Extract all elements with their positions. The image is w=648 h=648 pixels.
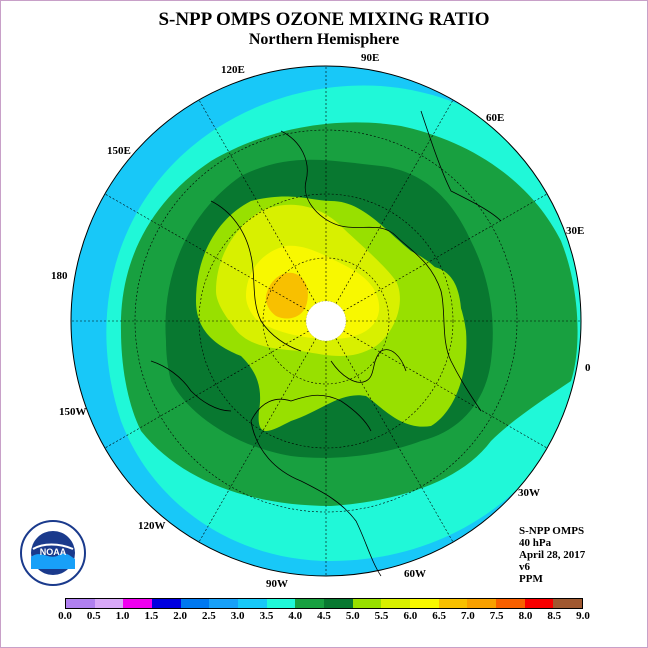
colorbar-swatch (467, 599, 497, 608)
colorbar-tick-label: 2.5 (202, 610, 216, 622)
colorbar-tick-label: 8.0 (518, 610, 533, 622)
colorbar-swatch (553, 599, 583, 608)
colorbar-tick-label: 2.0 (173, 610, 187, 622)
colorbar-tick-label: 3.5 (259, 610, 274, 622)
lon-label-150e: 150E (107, 145, 131, 157)
lon-label-30w: 30W (518, 487, 540, 499)
polar-no-data (305, 300, 347, 342)
colorbar-tick-label: 0.0 (58, 610, 72, 622)
colorbar-tick-label: 5.5 (374, 610, 389, 622)
colorbar-swatch (180, 599, 210, 608)
colorbar-swatch (524, 599, 554, 608)
coastlines (150, 110, 502, 577)
colorbar-swatch (266, 599, 296, 608)
noaa-logo: NOAA (20, 520, 86, 586)
colorbar-tick-label: 9.0 (576, 610, 590, 622)
colorbar-tick-label: 1.5 (144, 610, 159, 622)
colorbar-tick-label: 7.0 (461, 610, 475, 622)
colorbar-swatch (381, 599, 411, 608)
info-instrument: S-NPP OMPS (519, 525, 585, 537)
colorbar-swatch (66, 599, 95, 608)
lon-label-90w: 90W (266, 578, 288, 590)
band-6-5 (265, 272, 308, 319)
lon-label-60e: 60E (486, 112, 504, 124)
info-units: PPM (519, 573, 543, 585)
colorbar-swatch (94, 599, 124, 608)
colorbar-tick-label: 6.5 (432, 610, 446, 622)
band-5-0-europe (403, 266, 462, 364)
colorbar-tick-label: 4.0 (288, 610, 303, 622)
colorbar-tick-label: 7.5 (489, 610, 504, 622)
colorbar-tick-label: 3.0 (230, 610, 245, 622)
lon-label-60w: 60W (404, 568, 426, 580)
colorbar-swatch (352, 599, 382, 608)
colorbar-swatch (410, 599, 439, 608)
colorbar-swatch (295, 599, 325, 608)
lon-label-90e: 90E (361, 52, 379, 64)
lon-label-0: 0 (585, 362, 591, 374)
colorbar-swatch (152, 599, 181, 608)
noaa-logo-text: NOAA (40, 547, 67, 557)
globe-outline (70, 65, 582, 577)
lon-label-120w: 120W (138, 520, 166, 532)
graticule (71, 66, 581, 576)
info-version: v6 (519, 561, 530, 573)
colorbar-tick-label: 4.5 (317, 610, 331, 622)
info-date: April 28, 2017 (519, 549, 586, 561)
lon-label-180: 180 (51, 270, 68, 282)
colorbar-swatch (123, 599, 153, 608)
colorbar-tick-label: 6.0 (403, 610, 418, 622)
colorbar-swatch (496, 599, 525, 608)
colorbar-swatch (438, 599, 468, 608)
figure-title: S-NPP OMPS OZONE MIXING RATIO (158, 9, 490, 30)
figure-subtitle: Northern Hemisphere (248, 31, 400, 48)
colorbar-tick-label: 5.0 (345, 610, 360, 622)
colorbar (65, 598, 583, 609)
info-level: 40 hPa (519, 537, 552, 549)
colorbar-tick-label: 1.0 (115, 610, 130, 622)
colorbar-tick-label: 8.5 (547, 610, 562, 622)
lon-label-150w: 150W (59, 406, 87, 418)
colorbar-labels: 0.0 0.5 1.0 1.5 2.0 2.5 3.0 3.5 4.0 4.5 5.0 5.5 6.0 6… (58, 610, 590, 624)
colorbar-swatch (238, 599, 267, 608)
colorbar-swatch (324, 599, 353, 608)
info-panel: S-NPP OMPS 40 hPa April 28, 2017 v6 PPM (519, 525, 585, 585)
lon-label-120e: 120E (221, 64, 245, 76)
colorbar-tick-label: 0.5 (86, 610, 101, 622)
colorbar-swatch (209, 599, 239, 608)
lon-label-30e: 30E (566, 225, 584, 237)
